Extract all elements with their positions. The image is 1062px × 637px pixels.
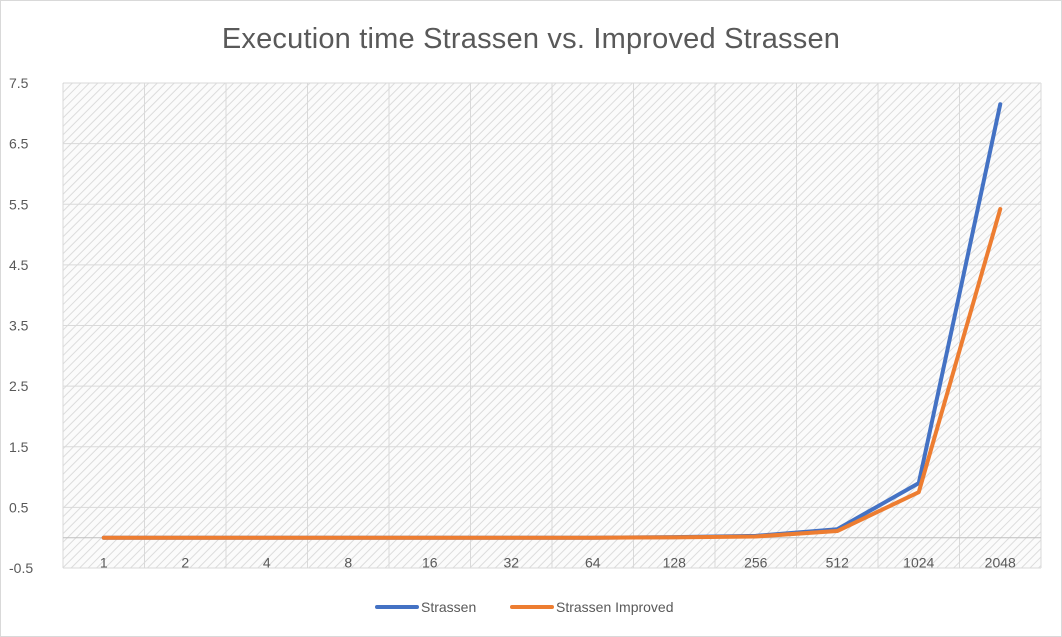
y-tick-label: 0.5: [9, 499, 29, 515]
x-axis-ticks: 1 2 4 8 16 32 64 128 256 512 1024 2048: [100, 555, 1016, 571]
legend-label: Strassen Improved: [556, 599, 674, 615]
x-tick-label: 1: [100, 555, 108, 571]
x-tick-label: 2: [181, 555, 189, 571]
series-lines: [101, 102, 1003, 540]
y-axis-ticks: 7.5 6.5 5.5 4.5 3.5 2.5 1.5 0.5 -0.5: [9, 75, 33, 576]
y-tick-label: 2.5: [9, 378, 29, 394]
y-tick-label: 5.5: [9, 196, 29, 212]
y-tick-label: -0.5: [9, 560, 33, 576]
y-tick-label: 4.5: [9, 257, 29, 273]
x-tick-label: 128: [663, 555, 687, 571]
y-tick-label: 1.5: [9, 439, 29, 455]
x-tick-label: 32: [503, 555, 519, 571]
x-tick-label: 1024: [903, 555, 934, 571]
y-tick-label: 3.5: [9, 318, 29, 334]
x-tick-label: 64: [585, 555, 601, 571]
x-tick-label: 256: [744, 555, 768, 571]
x-tick-label: 2048: [985, 555, 1016, 571]
legend: Strassen Strassen Improved: [375, 599, 674, 615]
x-tick-label: 512: [826, 555, 850, 571]
series-line-strassen-improved: [101, 207, 1003, 540]
chart-title: Execution time Strassen vs. Improved Str…: [221, 23, 841, 55]
y-tick-label: 7.5: [9, 75, 29, 91]
x-tick-label: 16: [422, 555, 438, 571]
x-tick-label: 4: [263, 555, 271, 571]
legend-label: Strassen: [421, 599, 476, 615]
y-tick-label: 6.5: [9, 136, 29, 152]
x-tick-label: 8: [344, 555, 352, 571]
